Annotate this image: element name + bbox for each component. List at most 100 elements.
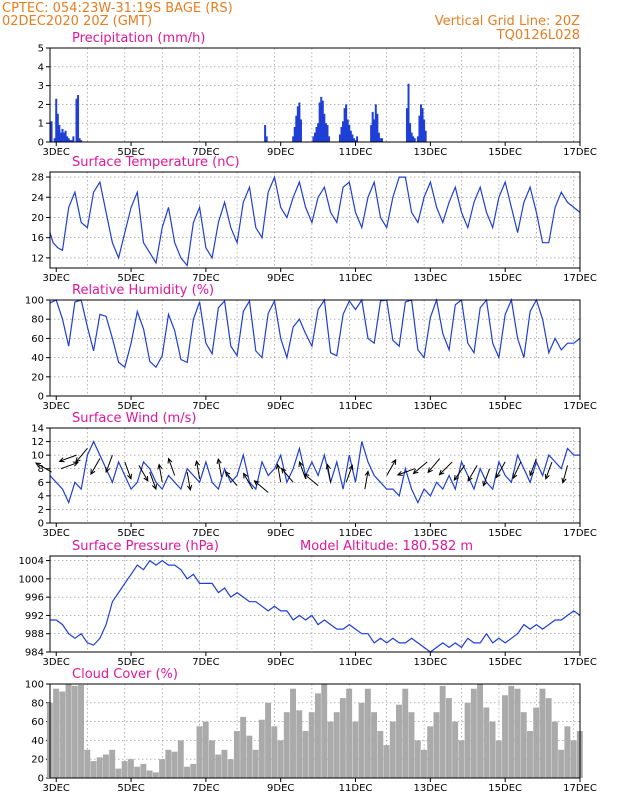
cloud-ytick-label: 60 [31, 717, 44, 728]
cloud-bar [483, 707, 490, 778]
cloud-bar [495, 740, 502, 778]
temp-xtick-label: 15DEC [488, 273, 522, 284]
precip-bar [317, 123, 320, 142]
wind-vector-shaft [35, 462, 52, 473]
precip-bar [356, 136, 359, 142]
wind-vector-head [58, 457, 65, 463]
wind-vector-head [157, 463, 163, 470]
wind-vector-head [143, 475, 149, 482]
precip-bar [342, 121, 345, 142]
pressure-ytick-label: 996 [25, 593, 44, 604]
pressure-xtick-label: 9DEC [267, 657, 294, 668]
wind-vector [529, 458, 537, 477]
wind-vector-shaft [281, 468, 294, 483]
precip-bar [409, 123, 412, 142]
precip-bar [299, 119, 302, 142]
wind-vector-shaft [217, 459, 222, 477]
cloud-ytick-label: 80 [31, 698, 44, 709]
temp-frame [49, 171, 581, 269]
wind-vector-shaft [467, 465, 478, 482]
cloud-bar [545, 698, 552, 778]
cloud-bar [402, 688, 409, 778]
precip-bar [371, 111, 374, 142]
wind-xtick-label: 13DEC [413, 528, 447, 539]
cloud-bar [470, 688, 477, 778]
precip-bar [328, 136, 331, 142]
wind-vector-shaft [512, 461, 522, 479]
cloud-bar [377, 731, 384, 778]
cloud-bar [165, 749, 172, 778]
wind-vector-shaft [124, 461, 132, 480]
wind-xtick-label: 17DEC [563, 528, 597, 539]
cloud-bar [315, 693, 321, 778]
precip-bar [56, 113, 59, 142]
cloud-bar [59, 691, 66, 778]
precip-bar [407, 83, 410, 142]
wind-vector-head [224, 471, 231, 477]
cloud-bar [427, 726, 434, 778]
precip-bar [64, 130, 67, 142]
temp-ytick-label: 24 [31, 193, 44, 204]
cloud-bar [489, 721, 496, 778]
precip-bar [265, 136, 268, 142]
wind-vector-head [275, 463, 281, 470]
cloud-bar [352, 721, 359, 778]
rh-ytick-label: 40 [31, 353, 44, 364]
temp-line [49, 175, 581, 267]
cloud-bar [364, 688, 371, 778]
precip-bar [326, 125, 329, 142]
precip-bar [75, 98, 78, 142]
cloud-bar [78, 684, 84, 778]
wind-vector-head [391, 458, 397, 465]
pressure-ytick-label: 992 [25, 611, 44, 622]
wind-vector-shaft [105, 454, 113, 473]
wind-xtick-label: 11DEC [339, 528, 373, 539]
wind-vector [467, 465, 478, 482]
rh-ytick-label: 0 [38, 392, 44, 403]
cloud-title: Cloud Cover (%) [72, 667, 178, 682]
cloud-bar [389, 721, 396, 778]
precip-bar [345, 104, 348, 142]
precip-bar [412, 136, 415, 142]
precip-ytick-label: 2 [38, 100, 44, 111]
temp-xtick-label: 9DEC [267, 273, 294, 284]
temp-panel: 12 16 20 24 28 3DEC 5DEC 7DEC 9DEC 11DEC 13DEC 15DE… [31, 155, 597, 284]
wind-vector-shaft [225, 471, 238, 486]
wind-vector-shaft [529, 458, 537, 476]
precip-bar [410, 132, 413, 142]
cloud-ytick-label: 20 [31, 755, 44, 766]
wind-vector [482, 468, 491, 487]
wind-vector [345, 464, 354, 483]
precip-bar [420, 104, 422, 142]
wind-vector-shaft [427, 458, 441, 473]
cloud-bar [202, 721, 209, 778]
wind-vector [186, 472, 193, 491]
cloud-bar [252, 749, 259, 778]
cloud-bar [265, 702, 272, 778]
precip-bar [78, 138, 81, 142]
wind-vector [453, 465, 466, 482]
cloud-bar [464, 702, 471, 778]
rh-ytick-label: 60 [31, 334, 44, 345]
precip-bar [323, 113, 326, 142]
pressure-ytick-label: 984 [25, 648, 44, 659]
cloud-bar [458, 740, 465, 778]
cloud-bar [439, 685, 446, 778]
cloud-bar [433, 712, 440, 778]
precip-bar [421, 108, 424, 142]
wind-vector [427, 458, 441, 474]
precip-bar [292, 136, 295, 142]
wind-vector [412, 461, 428, 475]
cloud-bar [308, 712, 315, 778]
wind-vector-head [243, 472, 249, 479]
wind-vector-head [495, 472, 501, 479]
pressure-title: Surface Pressure (hPa) [72, 539, 219, 554]
wind-frame [49, 427, 581, 524]
cloud-bar [396, 704, 402, 778]
cloud-ytick-label: 40 [31, 736, 44, 747]
cloud-bar [271, 726, 278, 778]
cloud-bar [290, 688, 296, 778]
wind-vector-head [544, 473, 550, 480]
wind-vector [149, 471, 157, 491]
